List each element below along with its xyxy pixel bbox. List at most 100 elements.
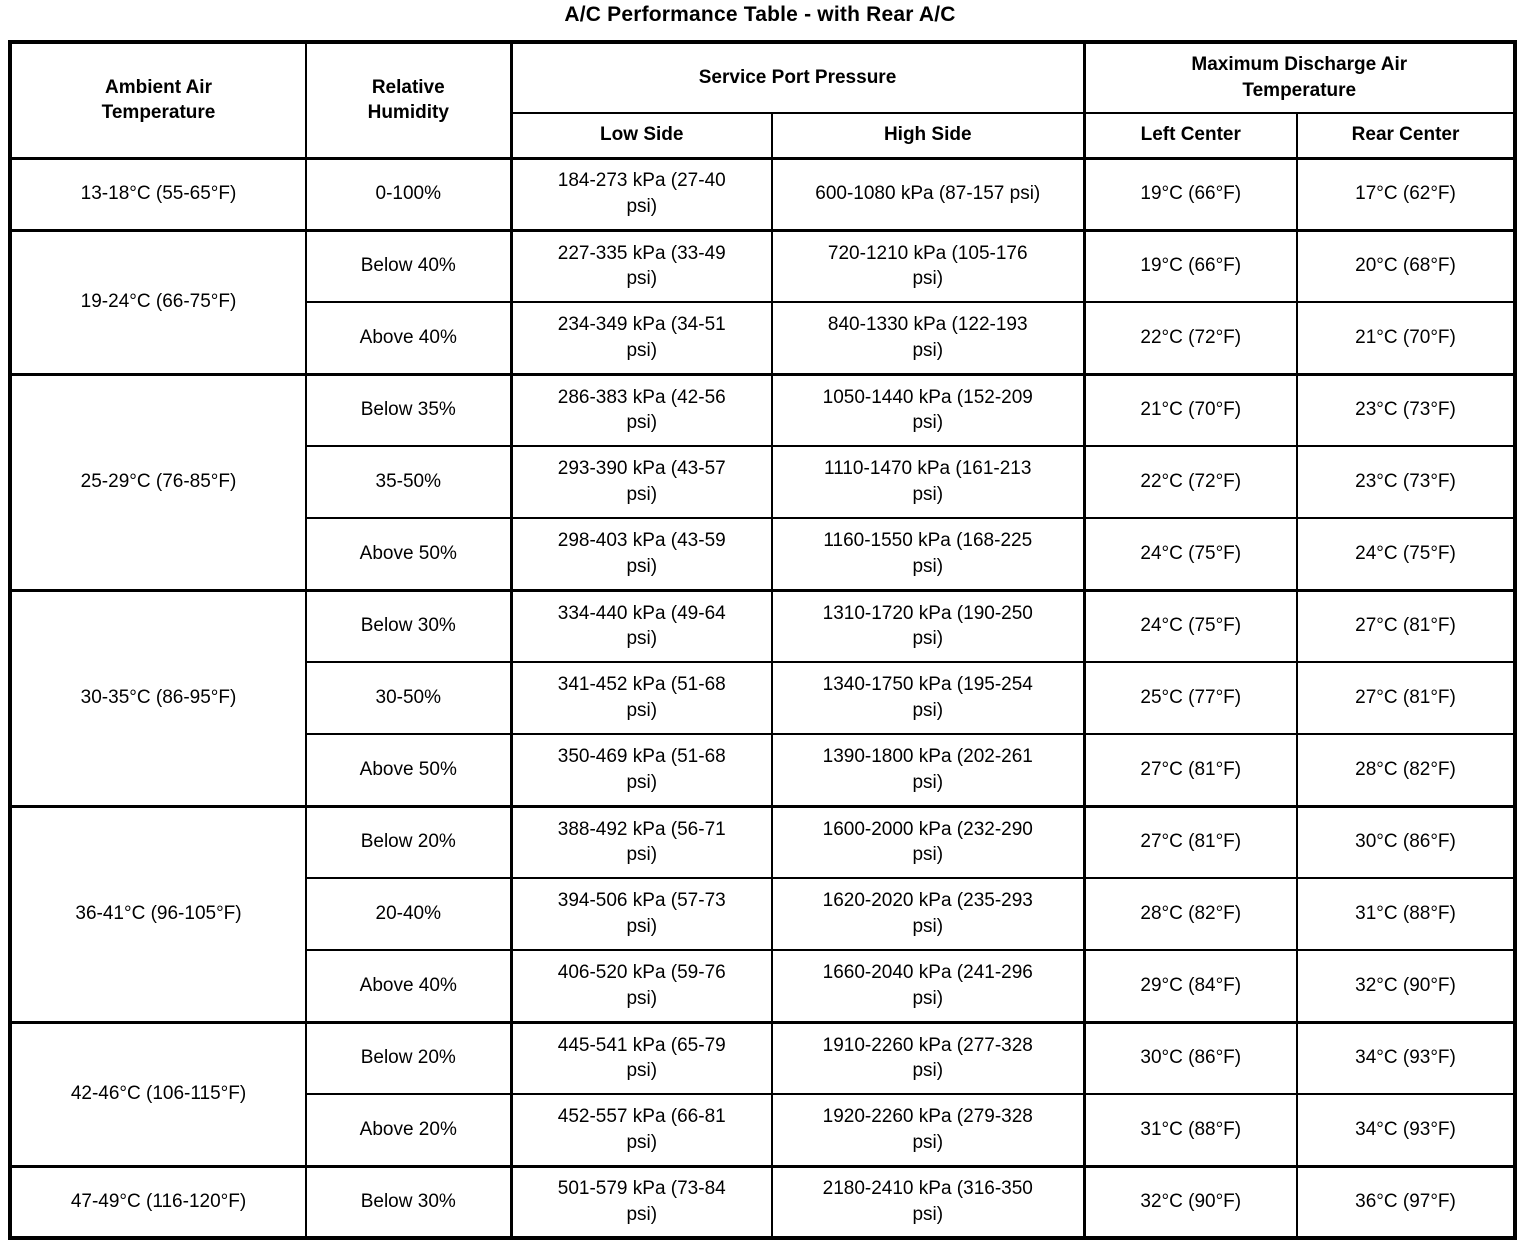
left-center-cell: 19°C (66°F): [1082, 228, 1299, 303]
header-row-sub: Low Side High Side Left Center Rear Cent…: [10, 112, 1517, 159]
low-side-cell: 388-492 kPa (56-71 psi): [509, 804, 773, 879]
humidity-cell: Below 30%: [305, 588, 512, 663]
humidity-cell: 35-50%: [305, 445, 512, 519]
humidity-cell: Above 40%: [305, 301, 512, 375]
high-side-cell: 1110-1470 kPa (161-213 psi): [770, 445, 1086, 519]
ambient-cell: 19-24°C (66-75°F): [9, 228, 307, 375]
humidity-cell: Above 50%: [305, 733, 512, 807]
table-row: 42-46°C (106-115°F) Below 20% 445-541 kP…: [9, 1020, 1517, 1167]
left-center-cell: 28°C (82°F): [1082, 877, 1299, 951]
ambient-cell: 30-35°C (86-95°F): [9, 588, 307, 807]
left-center-cell: 25°C (77°F): [1082, 661, 1299, 735]
left-center-cell: 27°C (81°F): [1082, 733, 1299, 807]
high-side-cell: 2180-2410 kPa (316-350 psi): [770, 1164, 1086, 1239]
table-row: Above 50% 298-403 kPa (43-59 psi) 1160-1…: [10, 517, 1517, 591]
high-side-cell: 1050-1440 kPa (152-209 psi): [770, 372, 1086, 447]
high-side-cell: 1160-1550 kPa (168-225 psi): [770, 517, 1086, 591]
table-row: 19-24°C (66-75°F) Below 40% 227-335 kPa …: [9, 228, 1517, 375]
left-center-cell: 19°C (66°F): [1082, 156, 1299, 231]
rear-center-cell: 21°C (70°F): [1296, 301, 1517, 375]
rear-center-cell: 34°C (93°F): [1296, 1093, 1517, 1167]
rear-center-cell: 32°C (90°F): [1296, 949, 1517, 1023]
humidity-cell: 0-100%: [305, 156, 512, 231]
rear-center-cell: 36°C (97°F): [1296, 1164, 1517, 1239]
rear-center-cell: 23°C (73°F): [1296, 372, 1517, 447]
left-center-cell: 30°C (86°F): [1082, 1020, 1299, 1095]
humidity-cell: Above 40%: [305, 949, 512, 1023]
low-side-cell: 452-557 kPa (66-81 psi): [509, 1093, 773, 1167]
left-center-cell: 27°C (81°F): [1082, 804, 1299, 879]
header-row-groups: Ambient Air Temperature Relative Humidit…: [9, 41, 1517, 159]
high-side-cell: 1600-2000 kPa (232-290 psi): [770, 804, 1086, 879]
rear-center-cell: 31°C (88°F): [1296, 877, 1517, 951]
header-left-center: Left Center: [1082, 112, 1299, 159]
rear-center-cell: 24°C (75°F): [1296, 517, 1517, 591]
header-low-side: Low Side: [509, 112, 773, 159]
table-row: 35-50% 293-390 kPa (43-57 psi) 1110-1470…: [10, 445, 1517, 519]
humidity-cell: Above 20%: [305, 1093, 512, 1167]
humidity-cell: Below 35%: [305, 372, 512, 447]
humidity-cell: Below 30%: [305, 1164, 512, 1239]
performance-table: Ambient Air Temperature Relative Humidit…: [8, 40, 1518, 1240]
high-side-cell: 600-1080 kPa (87-157 psi): [770, 156, 1086, 231]
header-high-side: High Side: [770, 112, 1086, 159]
high-side-cell: 1340-1750 kPa (195-254 psi): [770, 661, 1086, 735]
humidity-cell: Below 20%: [305, 1020, 512, 1095]
low-side-cell: 501-579 kPa (73-84 psi): [509, 1164, 773, 1239]
ambient-cell: 47-49°C (116-120°F): [9, 1164, 307, 1239]
rear-center-cell: 27°C (81°F): [1296, 588, 1517, 663]
table-row: 36-41°C (96-105°F) Below 20% 388-492 kPa…: [9, 804, 1517, 1023]
humidity-cell: Below 20%: [305, 804, 512, 879]
high-side-cell: 1910-2260 kPa (277-328 psi): [770, 1020, 1086, 1095]
left-center-cell: 21°C (70°F): [1082, 372, 1299, 447]
left-center-cell: 32°C (90°F): [1082, 1164, 1299, 1239]
low-side-cell: 341-452 kPa (51-68 psi): [509, 661, 773, 735]
rear-center-cell: 23°C (73°F): [1296, 445, 1517, 519]
table-row: Above 20% 452-557 kPa (66-81 psi) 1920-2…: [10, 1093, 1517, 1167]
header-rear-center: Rear Center: [1296, 112, 1517, 159]
low-side-cell: 298-403 kPa (43-59 psi): [509, 517, 773, 591]
high-side-cell: 840-1330 kPa (122-193 psi): [770, 301, 1086, 375]
header-relative-humidity: Relative Humidity: [305, 41, 512, 159]
low-side-cell: 394-506 kPa (57-73 psi): [509, 877, 773, 951]
left-center-cell: 24°C (75°F): [1082, 517, 1299, 591]
humidity-cell: Above 50%: [305, 517, 512, 591]
table-row: 30-50% 341-452 kPa (51-68 psi) 1340-1750…: [10, 661, 1517, 735]
ambient-cell: 36-41°C (96-105°F): [9, 804, 307, 1023]
low-side-cell: 234-349 kPa (34-51 psi): [509, 301, 773, 375]
rear-center-cell: 20°C (68°F): [1296, 228, 1517, 303]
left-center-cell: 24°C (75°F): [1082, 588, 1299, 663]
rear-center-cell: 30°C (86°F): [1296, 804, 1517, 879]
humidity-cell: 20-40%: [305, 877, 512, 951]
low-side-cell: 350-469 kPa (51-68 psi): [509, 733, 773, 807]
low-side-cell: 445-541 kPa (65-79 psi): [509, 1020, 773, 1095]
low-side-cell: 286-383 kPa (42-56 psi): [509, 372, 773, 447]
rear-center-cell: 27°C (81°F): [1296, 661, 1517, 735]
left-center-cell: 29°C (84°F): [1082, 949, 1299, 1023]
table-row: Above 50% 350-469 kPa (51-68 psi) 1390-1…: [10, 733, 1517, 807]
high-side-cell: 720-1210 kPa (105-176 psi): [770, 228, 1086, 303]
high-side-cell: 1310-1720 kPa (190-250 psi): [770, 588, 1086, 663]
left-center-cell: 22°C (72°F): [1082, 445, 1299, 519]
ambient-cell: 13-18°C (55-65°F): [9, 156, 307, 231]
table-row: 25-29°C (76-85°F) Below 35% 286-383 kPa …: [9, 372, 1517, 591]
high-side-cell: 1620-2020 kPa (235-293 psi): [770, 877, 1086, 951]
high-side-cell: 1660-2040 kPa (241-296 psi): [770, 949, 1086, 1023]
low-side-cell: 293-390 kPa (43-57 psi): [509, 445, 773, 519]
low-side-cell: 184-273 kPa (27-40 psi): [509, 156, 773, 231]
ambient-cell: 25-29°C (76-85°F): [9, 372, 307, 591]
low-side-cell: 227-335 kPa (33-49 psi): [509, 228, 773, 303]
left-center-cell: 22°C (72°F): [1082, 301, 1299, 375]
table-row: 13-18°C (55-65°F) 0-100% 184-273 kPa (27…: [9, 156, 1517, 231]
header-ambient-air-temperature: Ambient Air Temperature: [9, 41, 307, 159]
high-side-cell: 1920-2260 kPa (279-328 psi): [770, 1093, 1086, 1167]
left-center-cell: 31°C (88°F): [1082, 1093, 1299, 1167]
low-side-cell: 334-440 kPa (49-64 psi): [509, 588, 773, 663]
header-maximum-discharge-air-temperature: Maximum Discharge Air Temperature: [1082, 41, 1517, 114]
page-title: A/C Performance Table - with Rear A/C: [564, 3, 956, 26]
ambient-cell: 42-46°C (106-115°F): [9, 1020, 307, 1167]
header-service-port-pressure: Service Port Pressure: [509, 41, 1086, 114]
table-row: 30-35°C (86-95°F) Below 30% 334-440 kPa …: [9, 588, 1517, 807]
table-row: 20-40% 394-506 kPa (57-73 psi) 1620-2020…: [10, 877, 1517, 951]
humidity-cell: 30-50%: [305, 661, 512, 735]
